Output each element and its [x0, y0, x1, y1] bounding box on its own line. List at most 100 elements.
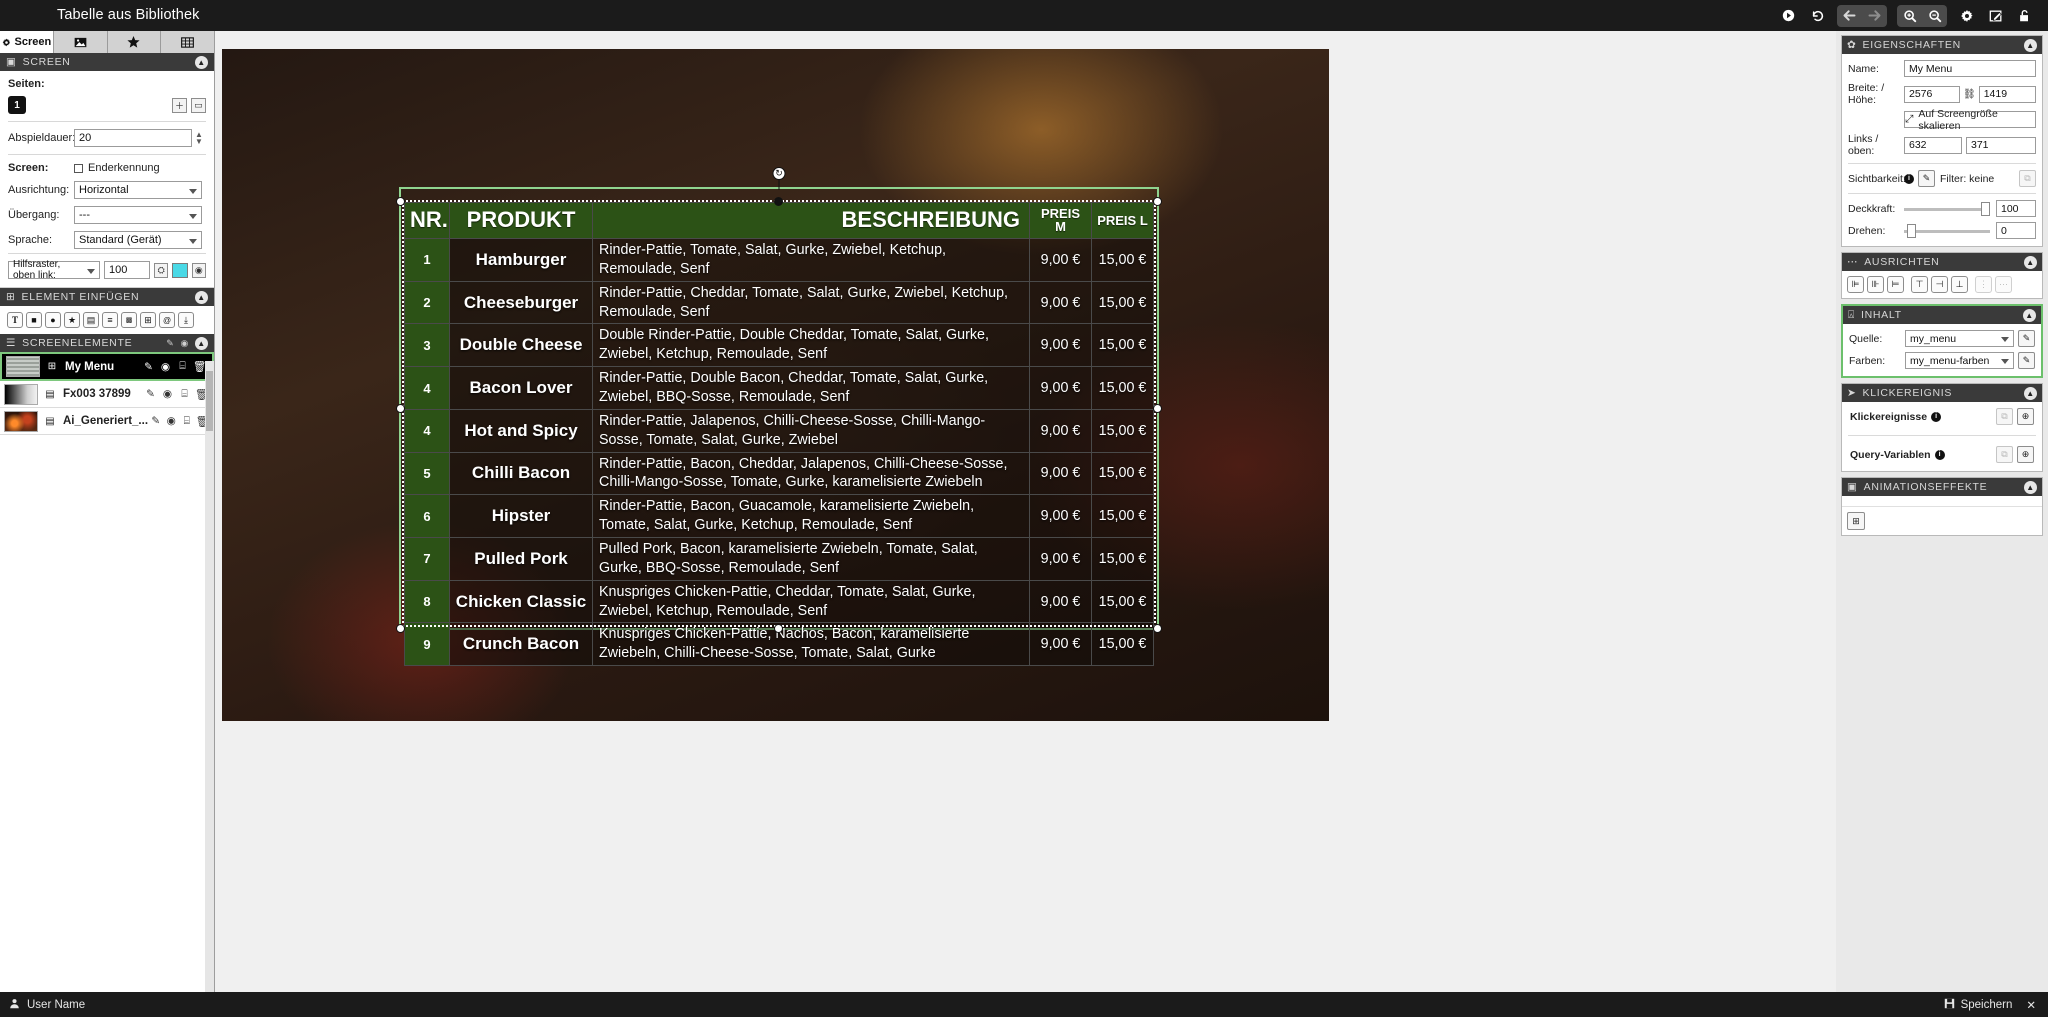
edit-icon[interactable]: ✎ — [151, 415, 161, 427]
elements-section-header[interactable]: ☰ SCREENELEMENTE ✎ ◉ ▲ — [0, 334, 214, 352]
transition-select[interactable]: --- — [74, 206, 202, 224]
undo-icon[interactable] — [1804, 5, 1831, 27]
play-icon[interactable] — [1775, 5, 1802, 27]
grid-visibility-button[interactable]: ◉ — [191, 262, 206, 278]
colors-edit-button[interactable]: ✎ — [2018, 352, 2035, 369]
forward-arrow-icon[interactable] — [1862, 5, 1887, 27]
visibility-all-icon[interactable]: ◉ — [180, 337, 189, 348]
insert-stack-button[interactable]: ≡ — [102, 312, 118, 328]
click-event-header[interactable]: ➤ KLICKEREIGNIS ▲ — [1842, 384, 2042, 402]
delete-icon[interactable]: 🗑 — [194, 388, 209, 401]
selected-element-frame[interactable]: ↻ NR. PRODUKT BESCHREIBUNG PREIS M PREIS… — [396, 167, 1162, 667]
insert-circle-button[interactable]: ● — [45, 312, 61, 328]
screen-section-header[interactable]: ▣ SCREEN ▲ — [0, 53, 214, 71]
tab-tables[interactable] — [161, 31, 214, 53]
insert-web-button[interactable]: @ — [159, 312, 175, 328]
lock-icon[interactable]: ⌸ — [181, 387, 188, 400]
add-query-variable-button[interactable]: ⊕ — [2017, 446, 2034, 463]
tab-favorites[interactable] — [107, 31, 162, 53]
visibility-icon[interactable]: ◉ — [162, 388, 173, 400]
slider-knob[interactable] — [1981, 202, 1990, 216]
opacity-slider[interactable] — [1904, 200, 1990, 217]
align-header[interactable]: ⋯ AUSRICHTEN ▲ — [1842, 253, 2042, 271]
name-input[interactable]: My Menu — [1904, 60, 2036, 77]
close-icon[interactable]: ✕ — [2026, 999, 2036, 1012]
zoom-in-icon[interactable] — [1897, 5, 1922, 27]
left-scrollbar[interactable] — [205, 361, 214, 992]
tab-images[interactable] — [53, 31, 108, 53]
slider-knob[interactable] — [1907, 224, 1916, 238]
properties-header[interactable]: ✿ EIGENSCHAFTEN ▲ — [1842, 36, 2042, 54]
insert-text-button[interactable]: T — [7, 312, 23, 328]
chevron-up-icon[interactable]: ▲ — [195, 55, 208, 69]
gear-icon[interactable] — [1953, 5, 1980, 27]
edit-icon[interactable] — [1982, 5, 2009, 27]
visibility-icon[interactable]: ◉ — [160, 360, 171, 373]
duration-stepper[interactable]: ▲ ▼ — [195, 129, 203, 146]
left-input[interactable]: 632 — [1904, 136, 1962, 154]
insert-image-button[interactable]: ▤ — [83, 312, 99, 328]
lock-icon[interactable]: ⌸ — [179, 360, 186, 372]
resize-handle-top-center[interactable] — [774, 197, 783, 206]
align-bottom-button[interactable]: ⊥ — [1951, 276, 1968, 293]
insert-section-header[interactable]: ⊞ ELEMENT EINFÜGEN ▲ — [0, 288, 214, 306]
rotate-handle[interactable]: ↻ — [772, 167, 786, 180]
lock-icon[interactable]: ⌸ — [183, 414, 190, 427]
resize-handle-top-right[interactable] — [1153, 197, 1162, 206]
screen-stage[interactable]: ↻ NR. PRODUKT BESCHREIBUNG PREIS M PREIS… — [222, 49, 1329, 721]
resize-handle-middle-left[interactable] — [396, 403, 405, 413]
source-select[interactable]: my_menu — [1905, 330, 2014, 347]
back-arrow-icon[interactable] — [1837, 5, 1862, 27]
list-item[interactable]: ▤ Ai_Generiert_... ✎ ◉ ⌸ 🗑 — [0, 408, 214, 435]
chevron-up-icon[interactable]: ▲ — [2024, 255, 2037, 269]
animation-header[interactable]: ▣ ANIMATIONSEFFEKTE ▲ — [1842, 478, 2042, 496]
resize-handle-bottom-center[interactable] — [774, 624, 783, 633]
delete-icon[interactable]: 🗑 — [192, 361, 207, 373]
align-right-button[interactable]: ⊨ — [1887, 276, 1904, 293]
lock-open-icon[interactable] — [2011, 5, 2038, 27]
info-icon[interactable]: i — [1931, 411, 1942, 422]
distribute-h-button[interactable]: ⋮ — [1975, 276, 1992, 293]
top-input[interactable]: 371 — [1966, 136, 2036, 154]
insert-square-button[interactable]: ■ — [26, 312, 42, 328]
orientation-select[interactable]: Horizontal — [74, 181, 202, 199]
grid-toggle-button[interactable]: ⛭ — [154, 262, 169, 278]
insert-download-button[interactable]: ⤓ — [178, 312, 194, 328]
grid-size-input[interactable]: 100 — [104, 261, 151, 279]
language-select[interactable]: Standard (Gerät) — [74, 231, 202, 249]
align-middle-v-button[interactable]: ⊣ — [1931, 276, 1948, 293]
rotate-slider[interactable] — [1904, 222, 1990, 239]
add-animation-button[interactable]: ⊞ — [1847, 512, 1865, 530]
chevron-up-icon[interactable]: ▲ — [2024, 386, 2037, 400]
chevron-up-icon[interactable]: ▲ — [2024, 480, 2037, 494]
edit-icon[interactable]: ✎ — [144, 360, 153, 373]
add-page-button[interactable]: ＋ — [172, 97, 187, 113]
grid-select[interactable]: Hilfsraster, oben link: — [8, 259, 101, 281]
edit-icon[interactable]: ✎ — [146, 388, 155, 400]
end-detection-checkbox[interactable]: Enderkennung — [74, 162, 160, 174]
content-header[interactable]: ⍓ INHALT ▲ — [1843, 306, 2041, 324]
add-click-event-button[interactable]: ⊕ — [2017, 408, 2034, 425]
resize-handle-bottom-left[interactable] — [396, 624, 405, 633]
visibility-icon[interactable]: ◉ — [166, 415, 176, 427]
save-button[interactable]: Speichern — [1944, 998, 2012, 1012]
visibility-edit-button[interactable]: ✎ — [1918, 170, 1935, 187]
duplicate-page-button[interactable]: ▭ — [191, 97, 206, 113]
copy-icon[interactable]: ⧉ — [2019, 170, 2036, 187]
width-input[interactable]: 2576 — [1904, 85, 1960, 103]
scrollbar-thumb[interactable] — [206, 371, 213, 431]
list-item[interactable]: ▤ Fx003 37899 ✎ ◉ ⌸ 🗑 — [0, 381, 214, 408]
edit-all-icon[interactable]: ✎ — [166, 337, 175, 348]
insert-qrcode-button[interactable]: ▩ — [121, 312, 137, 328]
grid-color-swatch[interactable] — [172, 262, 188, 278]
chevron-up-icon[interactable]: ▲ — [195, 290, 208, 304]
rotate-input[interactable]: 0 — [1996, 222, 2036, 239]
insert-table-button[interactable]: ⊞ — [140, 312, 156, 328]
scale-to-screen-button[interactable]: ⤢ Auf Screengröße skalieren — [1904, 108, 2036, 132]
tab-screen[interactable]: Screen — [0, 31, 54, 53]
resize-handle-bottom-right[interactable] — [1153, 624, 1162, 633]
chevron-up-icon[interactable]: ▲ — [2024, 38, 2037, 52]
info-icon[interactable]: i — [1934, 449, 1945, 460]
page-chip-1[interactable]: 1 — [8, 96, 26, 114]
info-icon[interactable]: i — [1904, 173, 1914, 184]
